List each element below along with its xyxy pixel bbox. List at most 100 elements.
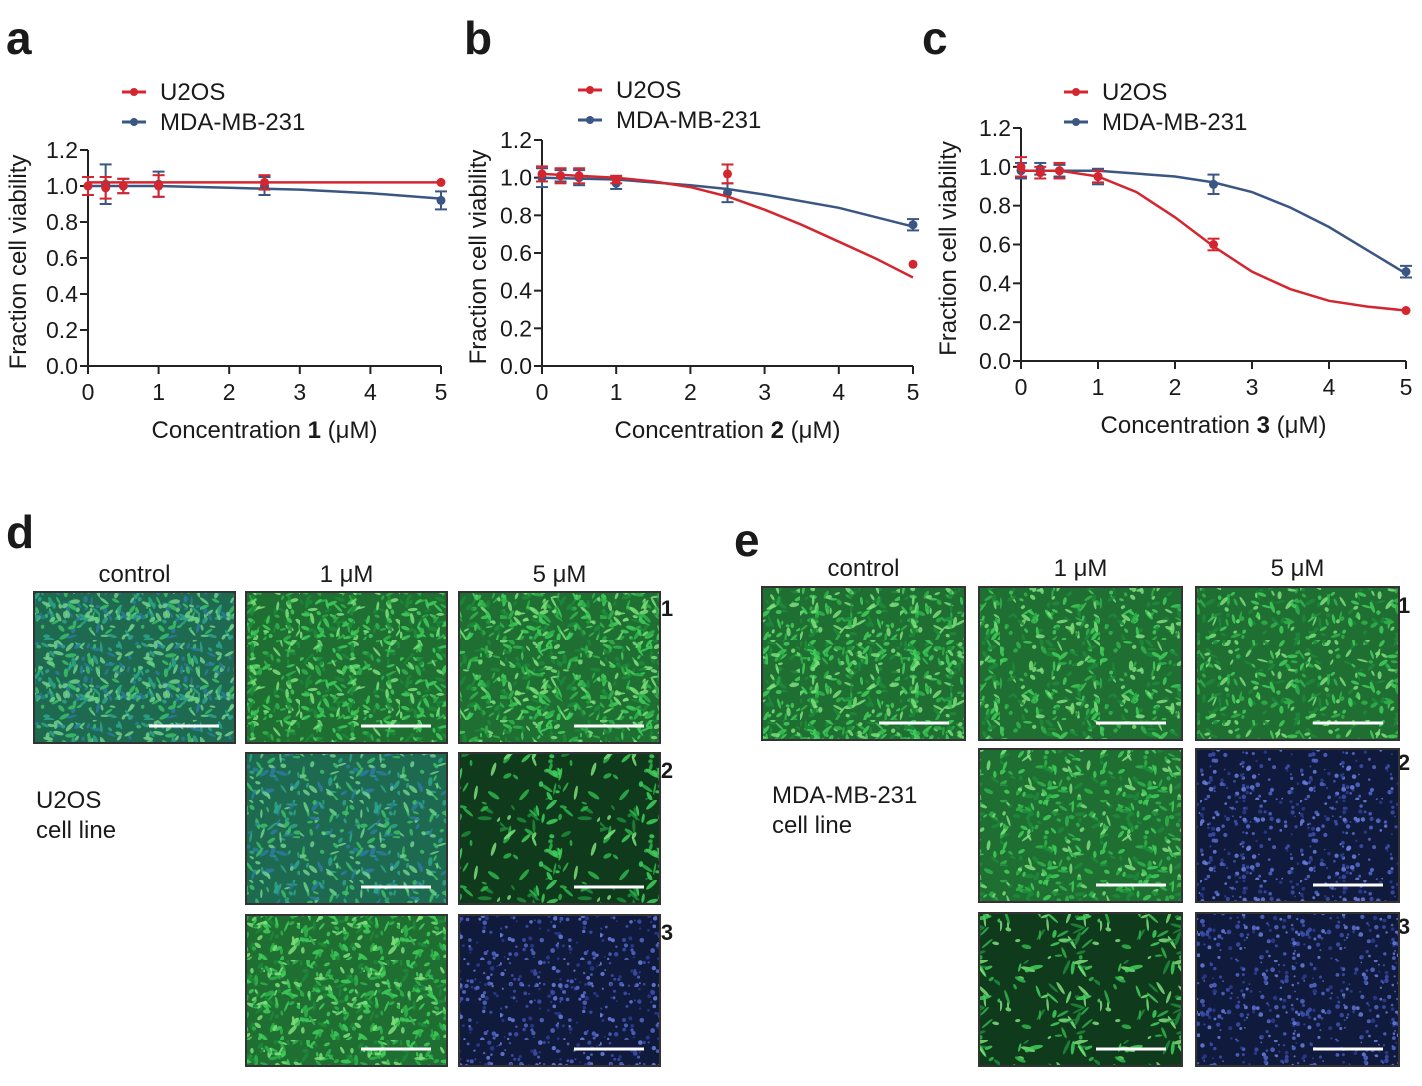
- panel-label-a: a: [6, 12, 32, 64]
- panel-label-e: e: [734, 514, 760, 566]
- legend-marker: [586, 86, 594, 94]
- micrograph-image: [1195, 912, 1400, 1067]
- micrograph-image: [1195, 748, 1400, 903]
- column-label: 1 μM: [320, 561, 374, 588]
- legend-marker: [1072, 88, 1080, 96]
- data-point: [574, 171, 584, 181]
- y-tick-label: 0.8: [500, 202, 532, 228]
- micrograph-image: [978, 912, 1183, 1067]
- y-tick-label: 0.0: [46, 353, 78, 379]
- data-point: [556, 171, 566, 181]
- micrograph-image: [245, 914, 448, 1067]
- x-tick-label: 0: [536, 379, 549, 405]
- data-point: [154, 181, 164, 191]
- y-tick-label: 0.4: [979, 270, 1011, 296]
- y-axis-label: Fraction cell viability: [935, 141, 962, 356]
- y-tick-label: 1.0: [979, 154, 1011, 180]
- row-number: 3: [1398, 914, 1410, 939]
- chart-a: 0.0 0.2 0.4 0.6 0.8 1.0 1.2 0 1 2 3 4 5 Concentration…: [5, 79, 447, 444]
- fit-curve: [541, 172, 914, 279]
- legend-marker: [130, 118, 138, 126]
- y-tick-label: 1.0: [500, 165, 532, 191]
- panel-label-b: b: [464, 12, 492, 64]
- panel-label-c: c: [922, 12, 948, 64]
- y-tick-label: 1.2: [979, 115, 1011, 141]
- chart-c: 0.0 0.2 0.4 0.6 0.8 1.0 1.2 0 1 2 3 4 5 Concentration…: [935, 79, 1412, 439]
- viability-charts: 0.0 0.2 0.4 0.6 0.8 1.0 1.2 0 1 2 3 4 5 Concentration…: [5, 77, 1412, 444]
- data-point: [723, 169, 732, 179]
- micrograph-grid-e: control 1 μM 5 μM 1 2 3 MDA-MB-231 cell line: [761, 555, 1410, 1067]
- column-label: control: [98, 561, 170, 588]
- column-label: control: [827, 555, 899, 582]
- x-tick-label: 2: [223, 379, 236, 405]
- row-number: 3: [661, 920, 673, 945]
- data-point: [436, 177, 446, 187]
- legend-label: MDA-MB-231: [616, 107, 761, 134]
- data-point: [1055, 166, 1064, 176]
- micrograph-image: [761, 586, 966, 741]
- y-tick-label: 1.2: [46, 137, 78, 163]
- legend-label: U2OS: [1102, 79, 1167, 106]
- y-tick-label: 1.0: [46, 173, 78, 199]
- chart-b: 0.0 0.2 0.4 0.6 0.8 1.0 1.2 0 1 2 3 4 5 Concentration…: [465, 77, 919, 444]
- x-axis-label: Concentration 3 (μM): [1101, 412, 1327, 439]
- y-tick-label: 0.2: [500, 315, 532, 341]
- data-point: [1016, 162, 1026, 172]
- data-point: [260, 177, 269, 187]
- y-tick-label: 1.2: [500, 127, 532, 153]
- y-tick-label: 0.6: [500, 240, 532, 266]
- micrograph-panels: control 1 μM 5 μM 1 2 3 U2OS cell line control 1 …: [33, 555, 1410, 1067]
- legend-marker: [586, 116, 594, 124]
- series-u2os: [82, 174, 446, 200]
- data-point: [436, 195, 446, 205]
- fit-curve: [1021, 169, 1407, 275]
- x-axis-label: Concentration 2 (μM): [615, 417, 841, 444]
- y-axis-label: Fraction cell viability: [5, 155, 32, 370]
- panel-label-d: d: [6, 506, 34, 558]
- data-point: [1401, 306, 1411, 316]
- micrograph-image: [33, 591, 236, 744]
- row-number: 1: [1398, 593, 1410, 618]
- x-tick-label: 3: [293, 379, 306, 405]
- cell-line-label: MDA-MB-231: [772, 782, 917, 809]
- data-point: [101, 183, 111, 193]
- y-tick-label: 0.4: [46, 281, 78, 307]
- micrograph-image: [978, 748, 1183, 903]
- series-u2os: [1015, 156, 1411, 316]
- y-tick-label: 0.6: [979, 232, 1011, 258]
- y-tick-label: 0.0: [979, 348, 1011, 374]
- x-tick-label: 2: [684, 379, 697, 405]
- data-point: [1035, 168, 1045, 178]
- data-point: [118, 181, 128, 191]
- y-axis-label: Fraction cell viability: [465, 150, 492, 365]
- x-tick-label: 5: [1400, 374, 1413, 400]
- legend-marker: [1072, 118, 1080, 126]
- x-tick-label: 0: [82, 379, 95, 405]
- column-label: 5 μM: [1271, 555, 1325, 582]
- micrograph-image: [1195, 586, 1400, 741]
- data-point: [908, 220, 918, 230]
- column-label: 1 μM: [1054, 555, 1108, 582]
- micrograph-image: [458, 914, 661, 1067]
- x-tick-label: 3: [758, 379, 771, 405]
- data-point: [537, 169, 547, 179]
- data-point: [908, 259, 918, 269]
- cell-line-label: cell line: [36, 817, 116, 844]
- x-tick-label: 1: [610, 379, 623, 405]
- x-tick-label: 4: [364, 379, 377, 405]
- x-tick-label: 1: [1092, 374, 1105, 400]
- data-point: [611, 175, 621, 185]
- legend-label: U2OS: [160, 79, 225, 106]
- legend-label: U2OS: [616, 77, 681, 104]
- x-tick-label: 0: [1015, 374, 1028, 400]
- y-tick-label: 0.6: [46, 245, 78, 271]
- x-tick-label: 4: [1323, 374, 1336, 400]
- column-label: 5 μM: [533, 561, 587, 588]
- data-point: [1209, 179, 1218, 189]
- micrograph-image: [245, 591, 448, 744]
- y-tick-label: 0.2: [46, 317, 78, 343]
- series-u2os: [536, 163, 918, 279]
- data-point: [1401, 267, 1411, 277]
- x-tick-label: 5: [435, 379, 448, 405]
